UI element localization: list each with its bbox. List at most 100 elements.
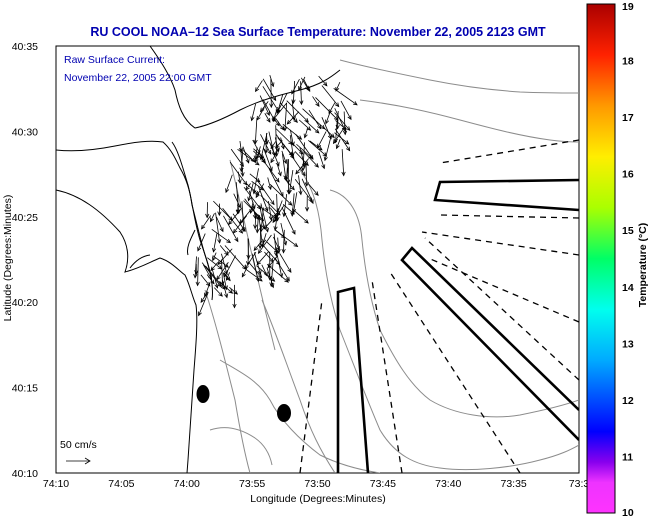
current-vector-head: [263, 224, 268, 230]
current-vector-head: [273, 252, 279, 257]
current-vector: [257, 180, 275, 205]
current-vector: [291, 193, 295, 217]
current-vector-head: [218, 292, 223, 297]
current-vector-head: [217, 238, 222, 244]
current-vector-head: [335, 144, 340, 150]
current-vector-head: [217, 211, 222, 217]
current-vector: [256, 107, 265, 121]
current-vector-head: [345, 126, 351, 131]
current-vector: [304, 120, 320, 134]
current-vector: [293, 192, 298, 213]
current-vector-head: [268, 166, 273, 172]
current-vector-head: [239, 167, 244, 173]
current-vector-head: [298, 150, 304, 155]
current-vector-head: [246, 254, 251, 260]
current-vector-head: [291, 116, 296, 121]
colorbar-tick-label: 14: [622, 282, 634, 294]
current-vector: [274, 229, 298, 247]
current-vector-head: [241, 272, 246, 278]
current-vector: [216, 216, 224, 232]
current-vector-head: [201, 224, 206, 230]
current-vector: [239, 141, 242, 152]
current-vector-head: [295, 169, 300, 175]
current-vector-head: [270, 82, 275, 88]
current-vector-head: [224, 293, 229, 299]
current-vector-head: [270, 144, 275, 150]
current-vector: [304, 127, 309, 138]
x-axis-label: Longitude (Degrees:Minutes): [250, 493, 385, 505]
current-vector: [262, 233, 267, 243]
x-tick-label: 73:45: [370, 478, 396, 490]
current-vector-head: [197, 311, 202, 317]
current-vector-head: [317, 143, 322, 149]
current-vector-head: [315, 102, 320, 107]
subtitle-line-1: Raw Surface Current:: [64, 54, 165, 66]
current-vector-head: [275, 260, 281, 266]
current-vector-head: [270, 158, 275, 164]
current-vector-head: [341, 171, 346, 177]
current-vector-head: [281, 248, 286, 254]
current-vector: [223, 215, 239, 242]
current-vector: [262, 78, 277, 101]
coastline-nj: [56, 189, 198, 473]
current-vector: [200, 274, 211, 287]
current-vector-head: [212, 256, 217, 262]
current-vector-head: [226, 276, 231, 282]
current-vector: [229, 286, 238, 295]
current-vector: [275, 128, 293, 145]
current-vector-head: [267, 275, 272, 281]
colorbar-tick-label: 12: [622, 395, 634, 407]
current-vector-head: [325, 119, 330, 125]
current-vector: [210, 213, 215, 222]
current-vector-head: [334, 102, 340, 108]
current-vector: [263, 147, 273, 171]
current-vector: [253, 168, 259, 194]
current-vector: [261, 243, 281, 265]
current-vector: [268, 168, 284, 197]
current-vector: [215, 212, 221, 243]
current-vector-head: [303, 133, 308, 139]
current-vector-head: [293, 242, 299, 248]
bathymetry-contour-4: [329, 189, 579, 418]
current-vector: [273, 233, 277, 256]
current-vector-head: [284, 175, 289, 181]
current-vector-head: [306, 126, 312, 131]
current-vector-head: [300, 166, 306, 172]
current-vector-head: [239, 162, 244, 168]
bathymetry-contour-9: [209, 427, 273, 466]
current-vector: [279, 253, 292, 273]
scale-label: 50 cm/s: [60, 439, 97, 451]
current-vector: [321, 117, 332, 139]
current-vector-head: [226, 238, 232, 244]
current-vector: [290, 154, 306, 176]
colorbar-tick-label: 11: [622, 451, 633, 463]
current-vector-head: [252, 189, 257, 195]
current-vector-head: [293, 118, 298, 123]
current-vector: [312, 96, 320, 107]
current-vector: [334, 112, 351, 131]
current-vector: [275, 140, 283, 149]
y-tick-label: 40:25: [12, 212, 38, 224]
y-tick-label: 40:15: [12, 383, 38, 395]
current-vector-head: [267, 263, 272, 269]
current-vector-head: [241, 227, 246, 233]
current-vector: [335, 120, 347, 130]
current-vector: [269, 141, 280, 167]
current-vector: [340, 100, 352, 120]
current-vector-head: [283, 159, 288, 165]
current-vector: [224, 245, 247, 270]
current-vector-head: [274, 152, 279, 157]
colorbar-tick-label: 10: [622, 507, 634, 519]
current-vector: [275, 118, 284, 130]
current-vector-head: [283, 126, 288, 132]
current-vector: [260, 132, 268, 160]
current-vector: [266, 264, 289, 283]
current-vector-head: [352, 101, 358, 106]
current-vector: [245, 183, 251, 191]
current-vector-head: [250, 157, 256, 163]
y-axis-label: Latitude (Degrees:Minutes): [2, 195, 14, 322]
current-vector: [211, 228, 231, 243]
current-vector-head: [217, 260, 222, 266]
current-vector: [266, 241, 279, 253]
x-tick-label: 73:55: [239, 478, 265, 490]
